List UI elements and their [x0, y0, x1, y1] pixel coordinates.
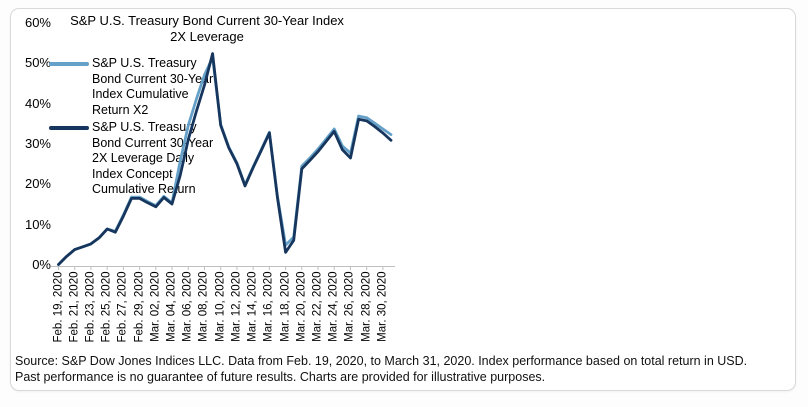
line-chart-canvas	[51, 52, 395, 270]
y-axis-label: 20%	[24, 176, 51, 192]
chart-title: S&P U.S. Treasury Bond Current 30-Year I…	[47, 13, 367, 44]
chart-legend: S&P U.S. Treasury Bond Current 30-Year I…	[49, 56, 219, 200]
legend-entry-x2: S&P U.S. Treasury Bond Current 30-Year I…	[49, 56, 219, 118]
chart-region: S&P U.S. Treasury Bond Current 30-Year I…	[11, 9, 795, 361]
chart-title-line1: S&P U.S. Treasury Bond Current 30-Year I…	[70, 13, 344, 28]
chart-title-line2: 2X Leverage	[170, 28, 244, 44]
series-line-1	[57, 52, 393, 266]
y-axis-label: 50%	[24, 55, 51, 71]
legend-entry-daily-concept: S&P U.S. Treasury Bond Current 30-Year 2…	[49, 120, 219, 198]
y-axis-label: 0%	[32, 257, 51, 272]
series-line-0	[57, 56, 393, 266]
source-line1: Source: S&P Dow Jones Indices LLC. Data …	[15, 354, 748, 368]
y-axis-label: 10%	[24, 216, 51, 232]
y-axis-label: 40%	[24, 95, 51, 111]
legend-swatch-navy	[49, 126, 89, 130]
source-footnote: Source: S&P Dow Jones Indices LLC. Data …	[15, 353, 795, 385]
source-line2: Past performance is no guarantee of futu…	[15, 370, 546, 384]
y-axis-label: 30%	[24, 136, 51, 151]
legend-swatch-lightblue	[49, 62, 89, 66]
y-axis-label: 60%	[24, 15, 51, 30]
chart-card: S&P U.S. Treasury Bond Current 30-Year I…	[10, 8, 796, 391]
legend-label: S&P U.S. Treasury Bond Current 30-Year I…	[92, 56, 214, 117]
legend-label: S&P U.S. Treasury Bond Current 30-Year 2…	[92, 120, 214, 196]
